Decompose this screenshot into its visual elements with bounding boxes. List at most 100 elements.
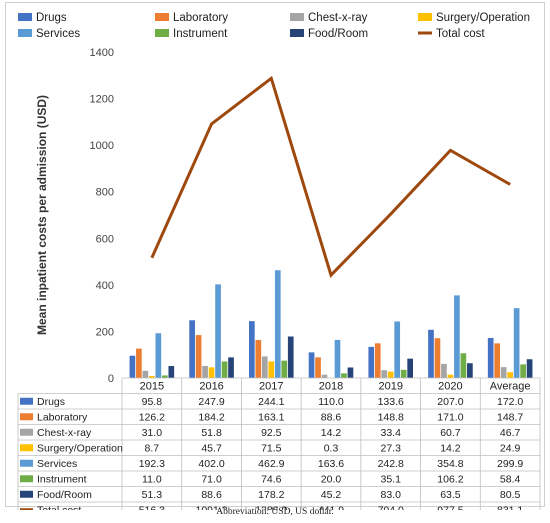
- table-cell: 247.9: [198, 396, 224, 408]
- table-cell: 60.7: [440, 427, 461, 439]
- table-cell: 46.7: [500, 427, 521, 439]
- table-cell: 24.9: [500, 443, 521, 455]
- bar-chest-x-ray: [381, 370, 388, 378]
- y-tick-label: 1000: [90, 140, 114, 152]
- bar-food-room: [526, 359, 533, 378]
- table-cell: 51.8: [201, 427, 222, 439]
- table-cell: 163.1: [258, 412, 284, 424]
- y-tick-label: 800: [96, 187, 114, 199]
- bar-surgery-operation: [507, 372, 513, 378]
- table-cell: 71.5: [261, 443, 282, 455]
- table-cell: 95.8: [142, 396, 163, 408]
- legend-label: Food/Room: [308, 28, 368, 40]
- table-cell: 516.3: [139, 505, 165, 511]
- category-label: 2018: [319, 381, 343, 393]
- table-cell: 45.2: [321, 489, 342, 501]
- bar-laboratory: [315, 357, 321, 378]
- table-cell: 63.5: [440, 489, 461, 501]
- legend-swatch: [155, 29, 169, 37]
- bar-surgery-operation: [387, 371, 394, 378]
- bar-chest-x-ray: [202, 365, 208, 378]
- table-cell: 71.0: [201, 474, 222, 486]
- bar-drugs: [308, 352, 315, 378]
- bar-instrument: [520, 364, 526, 378]
- table-cell: 80.5: [500, 489, 521, 501]
- table-cell: 207.0: [437, 396, 463, 408]
- table-line-key: [20, 508, 33, 510]
- table-key: [20, 459, 33, 467]
- bar-chest-x-ray: [261, 356, 268, 378]
- bar-drugs: [487, 337, 494, 378]
- legend-swatch: [290, 29, 304, 37]
- table-cell: 14.2: [440, 443, 461, 455]
- bar-drugs: [248, 321, 255, 378]
- legend-swatch: [18, 29, 32, 37]
- table-cell: 178.2: [258, 489, 284, 501]
- table-cell: 35.1: [380, 474, 401, 486]
- table-cell: 299.9: [497, 458, 523, 470]
- table-cell: 110.0: [318, 396, 344, 408]
- bar-services: [513, 308, 520, 378]
- bar-food-room: [467, 363, 473, 378]
- table-series-label: Instrument: [37, 474, 87, 486]
- table-cell: 441.9: [318, 505, 344, 511]
- bar-chest-x-ray: [321, 374, 328, 378]
- table-key: [20, 397, 33, 405]
- bar-drugs: [428, 329, 434, 378]
- table-cell: 83.0: [380, 489, 401, 501]
- bar-surgery-operation: [208, 367, 215, 378]
- table-cell: 92.5: [261, 427, 282, 439]
- y-tick-label: 400: [96, 280, 114, 292]
- bar-instrument: [341, 373, 347, 378]
- bar-food-room: [287, 336, 294, 378]
- y-tick-label: 600: [96, 233, 114, 245]
- table-cell: 88.6: [321, 412, 342, 424]
- legend-label: Laboratory: [173, 12, 228, 24]
- table-cell: 244.1: [258, 396, 284, 408]
- table-key: [20, 475, 33, 483]
- table-cell: 163.6: [318, 458, 344, 470]
- legend-label: Surgery/Operation: [436, 12, 530, 24]
- category-label: 2019: [378, 381, 402, 393]
- table-key: [20, 490, 33, 498]
- table-key: [20, 413, 33, 421]
- y-tick-label: 1400: [90, 47, 114, 59]
- bar-chest-x-ray: [441, 363, 447, 378]
- bar-services: [274, 270, 281, 378]
- legend-swatch: [290, 13, 304, 21]
- table-cell: 192.3: [139, 458, 165, 470]
- table-key: [20, 428, 33, 436]
- table-series-label: Total cost: [37, 505, 81, 511]
- table-cell: 462.9: [258, 458, 284, 470]
- bar-food-room: [347, 367, 354, 378]
- legend-line-swatch: [418, 31, 432, 35]
- bar-drugs: [129, 355, 136, 378]
- bar-food-room: [228, 357, 234, 378]
- table-cell: 172.0: [497, 396, 523, 408]
- bar-laboratory: [434, 338, 441, 378]
- table-cell: 14.2: [321, 427, 342, 439]
- table-cell: 126.2: [139, 412, 165, 424]
- category-label: 2015: [140, 381, 164, 393]
- chart-frame: [5, 2, 545, 507]
- legend-swatch: [418, 13, 432, 21]
- table-cell: 133.6: [378, 396, 404, 408]
- table-cell: 1091.2: [196, 505, 228, 511]
- y-tick-label: 200: [96, 326, 114, 338]
- table-cell: 33.4: [380, 427, 401, 439]
- table-series-label: Drugs: [37, 396, 65, 408]
- table-cell: 354.8: [437, 458, 463, 470]
- category-label: 2017: [259, 381, 283, 393]
- bar-instrument: [460, 353, 467, 378]
- bar-laboratory: [195, 335, 202, 378]
- bar-services: [215, 284, 221, 378]
- bar-instrument: [281, 360, 288, 378]
- bar-laboratory: [494, 343, 501, 378]
- table-series-label: Chest-x-ray: [37, 427, 92, 439]
- table-cell: 148.8: [378, 412, 404, 424]
- legend-label: Chest-x-ray: [308, 12, 368, 24]
- legend-swatch: [18, 13, 32, 21]
- category-label: Average: [490, 381, 531, 393]
- bar-services: [334, 339, 341, 378]
- bar-services: [394, 321, 401, 378]
